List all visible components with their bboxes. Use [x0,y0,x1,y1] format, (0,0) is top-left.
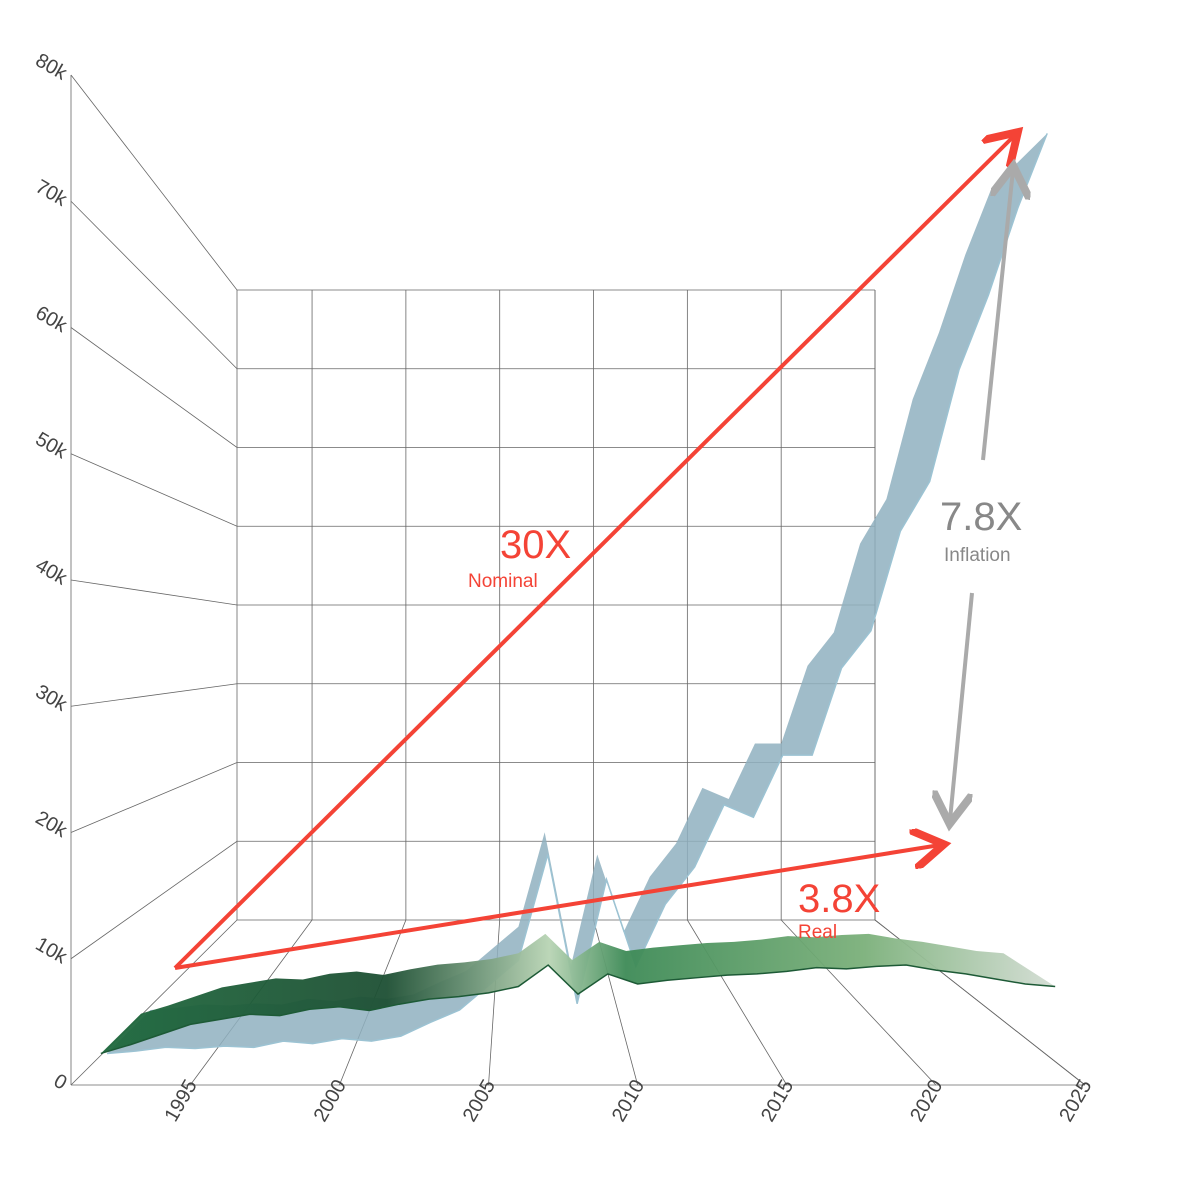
y-tick-label: 60k [32,302,72,338]
grid-line [70,762,875,833]
x-tick-label: 2015 [757,1076,798,1126]
nominal-arrow [173,135,1015,970]
inflation-arrow-up [981,170,1013,461]
real-arrow [174,845,940,970]
y-tick-label: 20k [32,807,72,843]
y-tick-label: 40k [32,554,72,590]
inflation-label: Inflation [944,545,1011,566]
y-tick-label: 0 [50,1070,71,1095]
series-line [106,133,1048,1055]
annotations: 30X Nominal 3.8X Real 7.8X Inflation [173,135,1022,970]
grid-line [70,840,875,960]
grid-line [70,579,875,606]
real-ratio: 3.8X [798,877,880,921]
plot-area [100,133,1056,1055]
grid-line [70,683,875,707]
x-tick-label: 1995 [161,1076,202,1126]
grid-line [70,74,875,291]
nominal-label: Nominal [468,571,538,592]
inflation-ratio: 7.8X [940,495,1022,539]
y-tick-label: 80k [32,49,72,85]
grid-line [70,453,875,527]
ribbon-surface [107,133,1048,1054]
grid-line [339,290,407,1086]
grid-line [874,290,1086,1086]
x-tick-label: 2025 [1055,1076,1096,1126]
x-tick-label: 2000 [310,1076,351,1126]
y-tick-label: 70k [32,176,72,212]
grid-line [70,200,875,370]
grid-line [686,290,788,1086]
x-tick-label: 2010 [608,1076,649,1126]
grid-line [780,290,937,1086]
x-tick-label: 2005 [459,1076,500,1126]
y-tick-label: 30k [32,681,72,717]
grid-line [488,290,501,1086]
series-line [100,964,1056,1055]
real-label: Real [798,922,837,943]
inflation-arrow-down [950,592,974,820]
y-tick-label: 10k [32,933,72,969]
x-tick-label: 2020 [906,1076,947,1126]
grid-line [70,327,875,448]
y-tick-label: 50k [32,428,72,464]
nominal-ratio: 30X [500,523,571,567]
